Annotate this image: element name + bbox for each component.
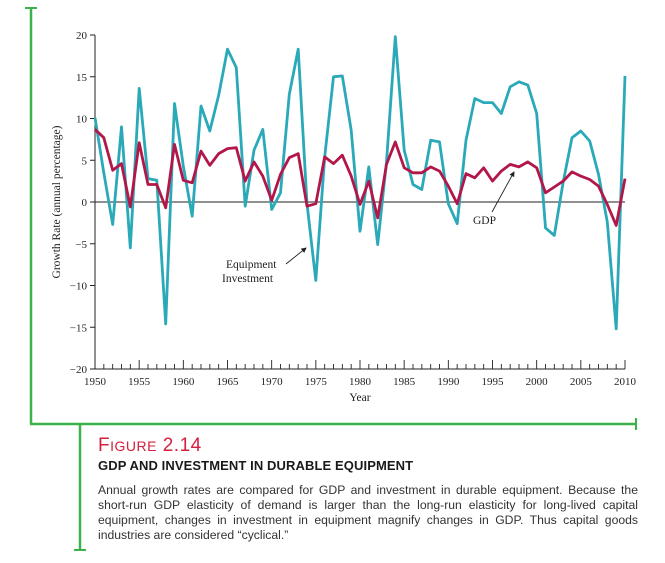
equipment-annotation-line1: Equipment: [226, 259, 277, 271]
equipment-investment-line: [93, 35, 627, 331]
x-ticks: 1950 1955 1960 1965 1970 1975 1980 1985 1990 1995…: [84, 360, 637, 388]
x-tick-label: 2000: [526, 376, 549, 388]
x-tick-label: 1975: [305, 376, 328, 388]
y-tick-label: 10: [76, 114, 88, 126]
x-tick-label: 2005: [570, 376, 593, 388]
series-lines: [93, 35, 627, 331]
figure-number-value: 2.14: [162, 435, 202, 456]
y-tick-label: −15: [70, 322, 88, 334]
figure-frame: [25, 7, 637, 551]
y-ticks: 20 15 10 5 0 −5 −10 −15 −20: [70, 30, 95, 376]
y-tick-label: 5: [82, 155, 88, 167]
x-tick-label: 1955: [128, 376, 151, 388]
y-tick-label: −10: [70, 281, 88, 293]
x-tick-label: 1980: [349, 376, 372, 388]
x-tick-label: 1950: [84, 376, 107, 388]
equipment-annotation-line2: Investment: [222, 273, 274, 285]
y-tick-label: 15: [76, 72, 88, 84]
figure-prefix-initial: F: [98, 435, 111, 456]
chart-annotations: GDP Equipment Investment: [222, 171, 515, 285]
figure-title: GDP AND INVESTMENT IN DURABLE EQUIPMENT: [98, 458, 414, 473]
x-tick-label: 2010: [614, 376, 637, 388]
x-tick-label: 1960: [172, 376, 195, 388]
y-tick-label: 0: [82, 197, 88, 209]
y-tick-label: −20: [70, 364, 88, 376]
gdp-annotation: GDP: [473, 215, 496, 227]
figure-caption: FIGURE 2.14 GDP AND INVESTMENT IN DURABL…: [98, 436, 638, 543]
y-tick-label: −5: [75, 239, 87, 251]
y-axis-title: Growth Rate (annual percentage): [51, 125, 63, 278]
figure-number: FIGURE 2.14: [98, 436, 638, 456]
y-tick-label: 20: [76, 30, 88, 42]
x-axis-title: Year: [349, 392, 370, 404]
x-tick-label: 1990: [437, 376, 460, 388]
figure-prefix-rest: IGURE: [110, 438, 157, 454]
x-tick-label: 1985: [393, 376, 416, 388]
x-tick-label: 1995: [482, 376, 505, 388]
figure-caption-text: Annual growth rates are compared for GDP…: [98, 483, 638, 542]
x-tick-label: 1970: [261, 376, 284, 388]
gdp-annotation-arrow: [491, 171, 515, 213]
gdp-line: [94, 128, 627, 227]
x-tick-label: 1965: [217, 376, 240, 388]
equipment-annotation-arrow: [285, 247, 307, 265]
